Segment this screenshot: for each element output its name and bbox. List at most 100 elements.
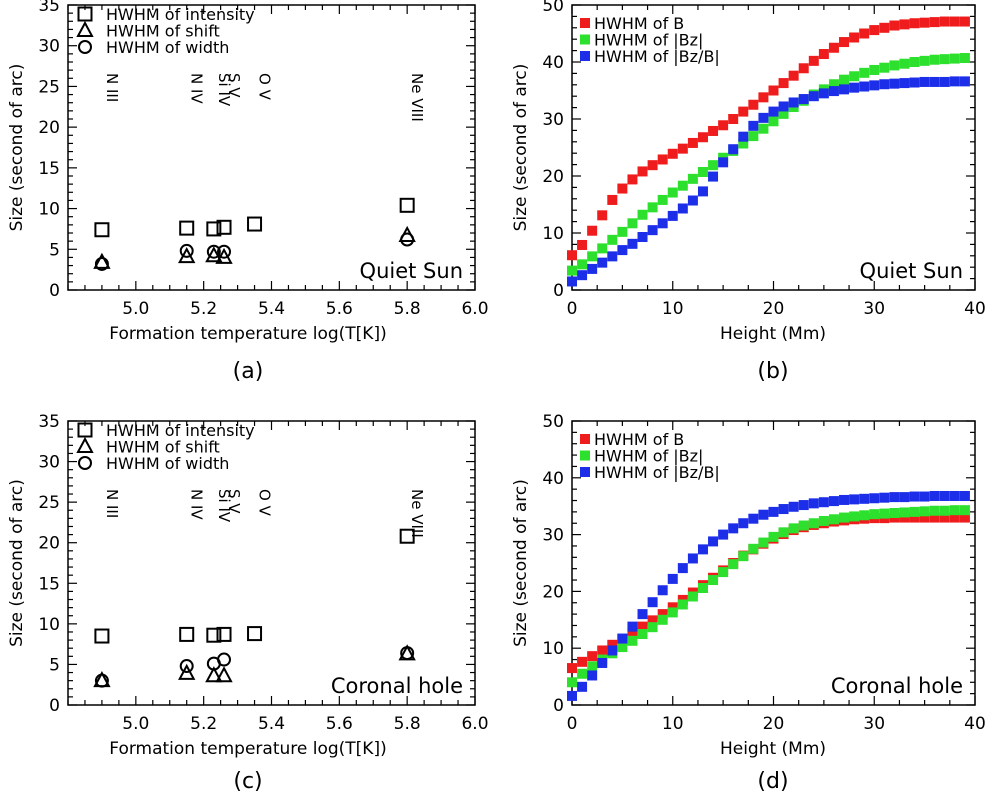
data-point (657, 609, 668, 620)
data-point-circle (94, 673, 109, 688)
data-point (708, 171, 719, 182)
data-point (607, 234, 618, 245)
data-point (849, 71, 860, 82)
y-tick-label: 5 (49, 655, 60, 675)
data-point (798, 520, 809, 531)
data-point (587, 670, 598, 681)
x-tick-label: 40 (964, 299, 986, 319)
region-annotation: Coronal hole (831, 674, 963, 698)
data-point (617, 642, 628, 653)
data-point-square (179, 626, 195, 642)
data-point (959, 76, 970, 87)
data-point (627, 635, 638, 646)
y-tick-label: 20 (542, 167, 564, 187)
data-point (748, 131, 759, 142)
y-tick-label: 0 (49, 281, 60, 301)
data-point (929, 76, 940, 87)
y-tick-label: 50 (542, 0, 564, 16)
data-point (869, 64, 880, 75)
panel-label: (b) (757, 359, 788, 384)
data-point (708, 160, 719, 171)
data-point (768, 106, 779, 117)
data-point (647, 597, 658, 608)
spectral-line-label: O V (256, 73, 274, 101)
data-point (828, 86, 839, 97)
data-point (667, 210, 678, 221)
data-point (627, 621, 638, 632)
data-point (859, 493, 870, 504)
data-point (577, 668, 588, 679)
data-point-circle (217, 244, 232, 259)
data-point (849, 32, 860, 43)
data-point (879, 492, 890, 503)
data-point (919, 76, 930, 87)
data-point (697, 186, 708, 197)
data-point (849, 494, 860, 505)
data-point (869, 493, 880, 504)
data-point (808, 91, 819, 102)
y-tick-label: 40 (542, 53, 564, 73)
y-axis-label: Size (second of arc) (511, 64, 531, 232)
data-point-circle (400, 646, 415, 661)
data-point (818, 497, 829, 508)
data-point (687, 195, 698, 206)
x-tick-label: 5.0 (122, 299, 149, 319)
data-point (657, 218, 668, 229)
data-point (738, 551, 749, 562)
data-point (637, 629, 648, 639)
data-point-circle (400, 232, 415, 247)
data-point (959, 53, 970, 64)
data-point (708, 536, 719, 547)
y-tick-label: 15 (38, 159, 60, 179)
data-point (818, 88, 829, 99)
data-point (597, 257, 608, 268)
y-tick-label: 10 (38, 615, 60, 635)
data-point (687, 173, 698, 184)
data-point (828, 79, 839, 90)
data-point (617, 183, 628, 194)
data-point (828, 514, 839, 525)
data-point (788, 97, 799, 108)
data-point (929, 512, 940, 523)
region-annotation: Quiet Sun (360, 259, 463, 283)
x-tick-label: 5.6 (326, 299, 353, 319)
data-point (949, 490, 960, 501)
legend-swatch (580, 434, 590, 444)
data-point (909, 18, 920, 29)
data-point (939, 54, 950, 65)
data-point (587, 251, 598, 262)
data-point (718, 529, 729, 540)
x-axis-label: Height (Mm) (720, 324, 826, 344)
data-point (567, 663, 577, 674)
legend-label: HWHM of B (594, 14, 684, 33)
data-point (637, 166, 648, 177)
data-point (697, 132, 708, 143)
data-point (607, 194, 618, 205)
data-point-triangle (205, 246, 223, 263)
data-point (929, 17, 940, 28)
data-point (587, 651, 598, 662)
region-annotation: Quiet Sun (860, 259, 963, 283)
x-tick-label: 5.0 (122, 714, 149, 734)
data-point-square (206, 221, 222, 237)
y-tick-label: 30 (38, 37, 60, 57)
data-point (879, 79, 890, 90)
x-tick-label: 5.8 (394, 714, 421, 734)
data-point (587, 263, 598, 274)
data-point (567, 276, 577, 287)
data-point (919, 491, 930, 502)
panel-c: 5.0 5.2 5.4 5.6 5.8 6.0 0 5 10 15 20 25 30 35 Formatio… (7, 412, 489, 794)
data-point (808, 518, 819, 529)
data-point (617, 633, 628, 644)
data-point (929, 505, 940, 516)
panel-b: 0 10 20 30 40 0 10 20 30 40 50 Height (Mm) Size (sec… (511, 0, 986, 384)
data-point (607, 639, 618, 650)
data-point-square (399, 197, 415, 213)
legend-marker-circle (78, 456, 92, 470)
data-point (778, 78, 789, 89)
data-point (637, 609, 648, 620)
x-tick-label: 5.4 (258, 299, 285, 319)
region-annotation: Coronal hole (331, 674, 463, 698)
legend-label: HWHM of shift (106, 22, 220, 41)
y-tick-label: 10 (542, 224, 564, 244)
